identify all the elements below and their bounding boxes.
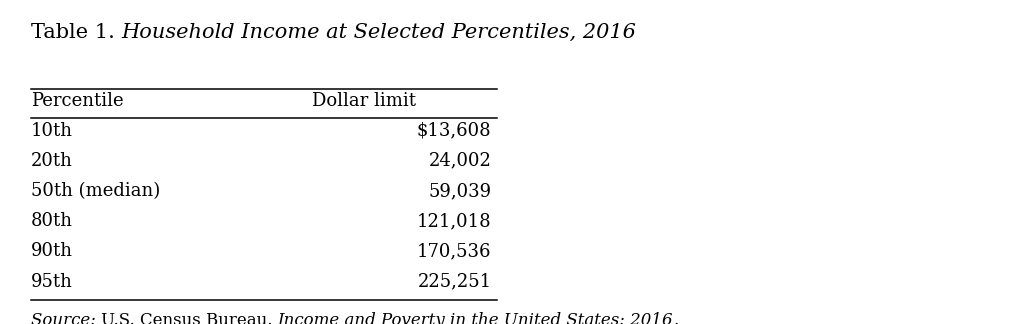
Text: 50th (median): 50th (median) (31, 182, 160, 200)
Text: U.S. Census Bureau.: U.S. Census Bureau. (100, 312, 278, 324)
Text: Household Income at Selected Percentiles, 2016: Household Income at Selected Percentiles… (121, 23, 636, 42)
Text: Dollar limit: Dollar limit (312, 92, 417, 110)
Text: 95th: 95th (31, 273, 73, 291)
Text: 10th: 10th (31, 122, 73, 140)
Text: 59,039: 59,039 (428, 182, 492, 200)
Text: .: . (673, 312, 679, 324)
Text: Percentile: Percentile (31, 92, 123, 110)
Text: 80th: 80th (31, 212, 73, 230)
Text: Source:: Source: (31, 312, 100, 324)
Text: 90th: 90th (31, 242, 73, 260)
Text: 24,002: 24,002 (429, 152, 492, 170)
Text: $13,608: $13,608 (417, 122, 492, 140)
Text: 170,536: 170,536 (417, 242, 492, 260)
Text: 20th: 20th (31, 152, 73, 170)
Text: Table 1.: Table 1. (31, 23, 121, 42)
Text: 225,251: 225,251 (418, 273, 492, 291)
Text: 121,018: 121,018 (417, 212, 492, 230)
Text: Income and Poverty in the United States: 2016: Income and Poverty in the United States:… (278, 312, 673, 324)
